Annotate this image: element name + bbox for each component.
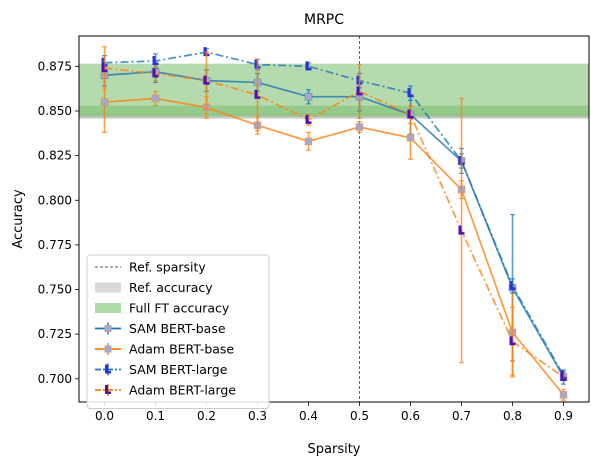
data-point (151, 94, 160, 103)
legend: Ref. sparsity Ref. accuracy Full FT accura… (86, 254, 270, 409)
data-point (509, 280, 516, 290)
legend-label: SAM BERT-base (129, 321, 226, 336)
data-point (100, 98, 109, 106)
x-tick-label: 0.5 (350, 409, 369, 423)
x-tick-label: 0.8 (503, 409, 522, 423)
legend-label: Ref. sparsity (129, 260, 206, 275)
data-point (407, 109, 414, 119)
x-axis: 0.0 0.1 0.2 0.3 0.4 0.5 0.6 0.7 0.8 0.9 (95, 402, 573, 423)
x-tick-label: 0.6 (401, 409, 420, 423)
data-point (560, 372, 567, 382)
data-point (254, 89, 261, 99)
legend-handle (95, 303, 121, 313)
x-tick-label: 0.4 (299, 409, 318, 423)
data-point (101, 63, 108, 73)
series-line (104, 67, 564, 378)
legend-label: Adam BERT-large (129, 383, 236, 398)
y-axis: 0.700 0.725 0.750 0.775 0.800 0.825 0.850 0.875 (38, 59, 79, 386)
y-tick-label: 0.700 (38, 372, 72, 386)
series-line (104, 51, 565, 376)
legend-box (86, 254, 270, 409)
ref-accuracy-band (79, 113, 589, 120)
data-point (509, 336, 516, 346)
legend-label: Ref. accuracy (129, 280, 213, 295)
y-tick-label: 0.775 (38, 238, 72, 252)
x-tick-label: 0.3 (248, 409, 267, 423)
series-line (104, 97, 565, 396)
y-tick-label: 0.800 (38, 193, 72, 207)
legend-handle-marker (104, 325, 112, 332)
legend-label: Full FT accuracy (129, 301, 230, 316)
y-axis-label: Accuracy (11, 189, 26, 249)
x-tick-label: 0.1 (146, 409, 165, 423)
x-axis-label: Sparsity (308, 442, 361, 457)
data-point (355, 123, 364, 131)
plot-frame (78, 35, 590, 403)
data-point (305, 61, 312, 71)
chart-title: MRPC (304, 12, 344, 28)
data-point (305, 114, 312, 124)
y-tick-label: 0.725 (38, 327, 72, 341)
data-point (458, 225, 465, 235)
data-point (356, 86, 363, 96)
y-tick-label: 0.850 (38, 104, 72, 118)
data-point (407, 88, 414, 98)
data-point (559, 391, 568, 399)
legend-label: Adam BERT-base (129, 342, 234, 357)
legend-handle-marker (105, 385, 111, 394)
y-tick-label: 0.875 (38, 59, 72, 73)
x-tick-label: 0.9 (554, 409, 573, 423)
data-point (203, 75, 210, 85)
data-point (152, 55, 159, 65)
x-tick-label: 0.2 (197, 409, 216, 423)
data-point (152, 68, 159, 78)
data-point (304, 137, 313, 146)
y-tick-label: 0.825 (38, 149, 72, 163)
x-tick-label: 0.0 (95, 409, 114, 423)
data-point (304, 92, 313, 101)
full-ft-accuracy-inner-band (79, 105, 589, 115)
x-tick-label: 0.7 (452, 409, 471, 423)
y-tick-label: 0.750 (38, 283, 72, 297)
legend-handle (95, 282, 121, 293)
data-point (406, 133, 415, 142)
legend-handle-marker (105, 364, 111, 374)
legend-handle-marker (104, 345, 112, 353)
series-layer (100, 46, 568, 401)
legend-label: SAM BERT-large (129, 362, 228, 377)
series-3 (101, 46, 567, 382)
